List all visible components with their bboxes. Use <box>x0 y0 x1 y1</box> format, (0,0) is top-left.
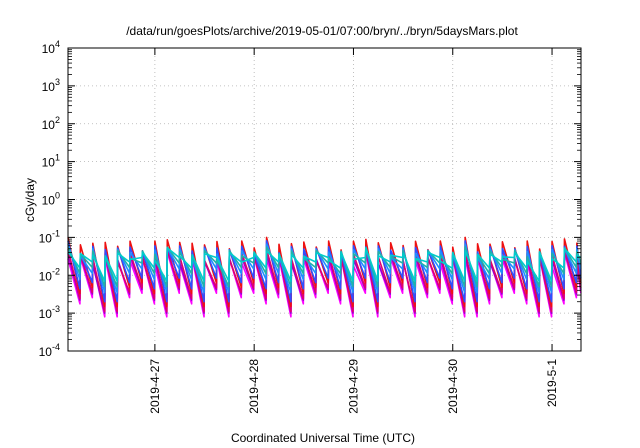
plot-frame <box>67 47 582 352</box>
y-tick-base: 10 <box>42 80 56 94</box>
y-tick-exponent: -4 <box>52 342 60 352</box>
y-tick-label: 104 <box>42 39 60 56</box>
y-axis-label: cGy/day <box>23 178 37 222</box>
y-tick-base: 10 <box>39 269 53 283</box>
y-tick-label: 10-4 <box>39 342 60 359</box>
y-tick-label: 10-3 <box>39 304 60 321</box>
y-tick-label: 102 <box>42 115 60 132</box>
series-line-8 <box>67 247 582 282</box>
y-tick-label: 103 <box>42 77 60 94</box>
x-tick-label: 2019-4-27 <box>148 359 162 414</box>
x-axis-label: Coordinated Universal Time (UTC) <box>231 431 415 445</box>
y-tick-base: 10 <box>39 307 53 321</box>
y-tick-label: 101 <box>42 153 60 170</box>
y-tick-exponent: -2 <box>52 266 60 276</box>
x-tick-label: 2019-5-1 <box>545 359 559 407</box>
y-tick-base: 10 <box>39 345 53 359</box>
y-tick-base: 10 <box>42 194 56 208</box>
y-tick-exponent: 0 <box>55 191 60 201</box>
x-tick-label: 2019-4-29 <box>346 359 360 414</box>
x-tick-labels: 2019-4-27 2019-4-28 2019-4-29 2019-4-30 2019… <box>148 359 559 414</box>
x-tick-label: 2019-4-28 <box>247 359 261 414</box>
chart-title: /data/run/goesPlots/archive/2019-05-01/0… <box>126 24 518 38</box>
y-tick-label: 100 <box>42 191 60 208</box>
y-tick-label: 10-2 <box>39 266 60 283</box>
y-tick-exponent: -3 <box>52 304 60 314</box>
y-tick-exponent: 2 <box>55 115 60 125</box>
x-tick-label: 2019-4-30 <box>446 359 460 414</box>
y-tick-base: 10 <box>42 42 56 56</box>
y-tick-base: 10 <box>42 118 56 132</box>
y-tick-exponent: -1 <box>52 228 60 238</box>
y-tick-exponent: 1 <box>55 153 60 163</box>
series-line-4 <box>67 236 582 308</box>
y-tick-exponent: 3 <box>55 77 60 87</box>
y-tick-label: 10-1 <box>39 228 60 245</box>
y-tick-base: 10 <box>39 231 53 245</box>
y-tick-exponent: 4 <box>55 39 60 49</box>
y-tick-base: 10 <box>42 156 56 170</box>
grid <box>68 48 581 351</box>
series-lines <box>67 236 582 318</box>
